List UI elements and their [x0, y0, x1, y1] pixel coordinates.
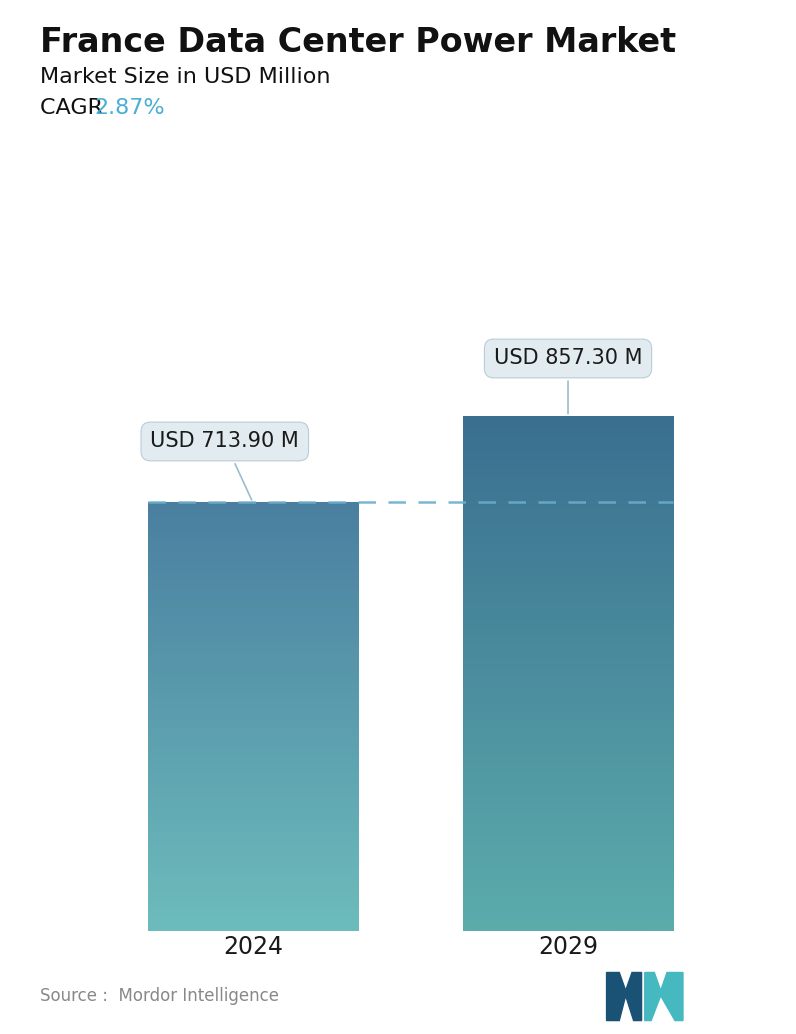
Polygon shape — [607, 972, 642, 1021]
Polygon shape — [645, 972, 683, 1021]
Text: Market Size in USD Million: Market Size in USD Million — [40, 67, 330, 87]
Text: 2.87%: 2.87% — [94, 98, 165, 118]
Text: USD 857.30 M: USD 857.30 M — [494, 348, 642, 414]
Text: USD 713.90 M: USD 713.90 M — [150, 431, 299, 499]
Text: Source :  Mordor Intelligence: Source : Mordor Intelligence — [40, 987, 279, 1005]
Text: France Data Center Power Market: France Data Center Power Market — [40, 26, 676, 59]
Text: CAGR: CAGR — [40, 98, 110, 118]
